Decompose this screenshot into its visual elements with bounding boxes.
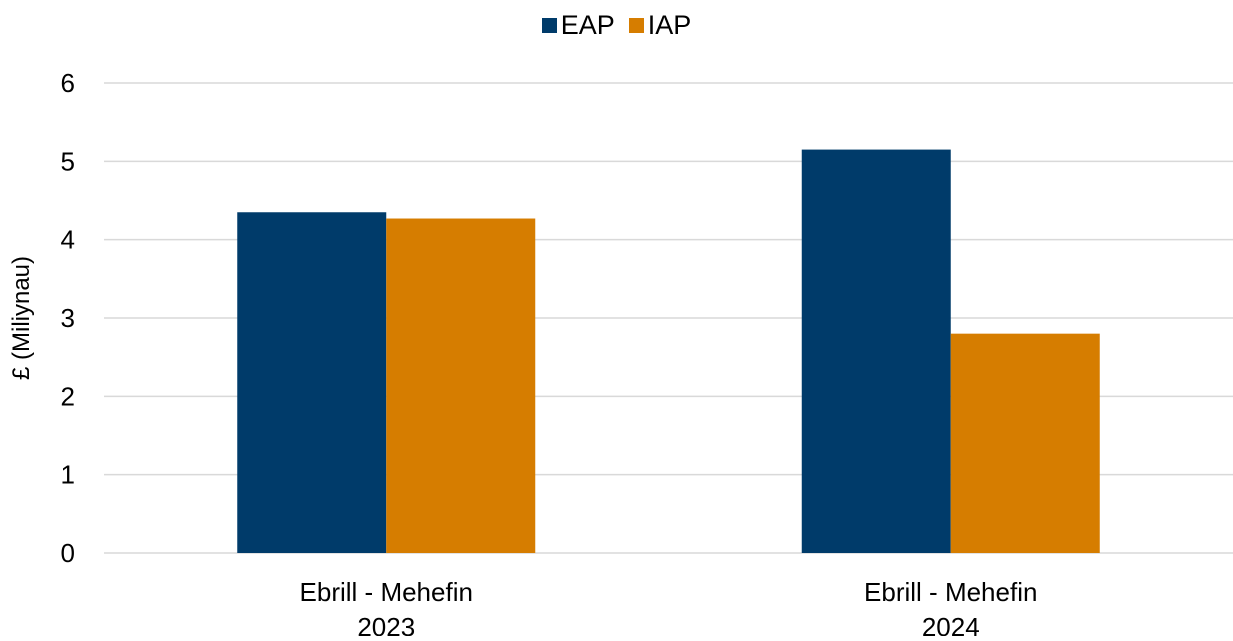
y-tick-label-3: 3 [61,303,75,333]
x-tick-label-0-line-1: 2023 [357,612,415,636]
x-tick-label-1-line-0: Ebrill - Mehefin [864,577,1037,607]
y-axis-title: £ (Miliynau) [8,255,35,381]
bar-eap-0 [237,212,387,553]
bar-eap-1 [801,149,951,554]
x-tick-label-1-line-1: 2024 [922,612,980,636]
y-tick-label-4: 4 [61,225,75,255]
legend-item-eap: EAP [541,10,615,41]
legend-swatch-iap [628,18,644,33]
legend-label-iap: IAP [647,10,692,40]
y-tick-label-6: 6 [61,68,75,98]
legend-swatch-eap [541,18,557,33]
bar-iap-1 [950,333,1100,553]
legend: EAP IAP [0,10,1233,41]
x-tick-label-0-line-0: Ebrill - Mehefin [300,577,473,607]
y-tick-label-5: 5 [61,146,75,176]
legend-label-eap: EAP [560,10,615,40]
y-tick-label-0: 0 [61,538,75,568]
bar-iap-0 [386,218,536,553]
y-tick-label-2: 2 [61,381,75,411]
legend-item-iap: IAP [628,10,692,41]
y-tick-label-1: 1 [61,460,75,490]
